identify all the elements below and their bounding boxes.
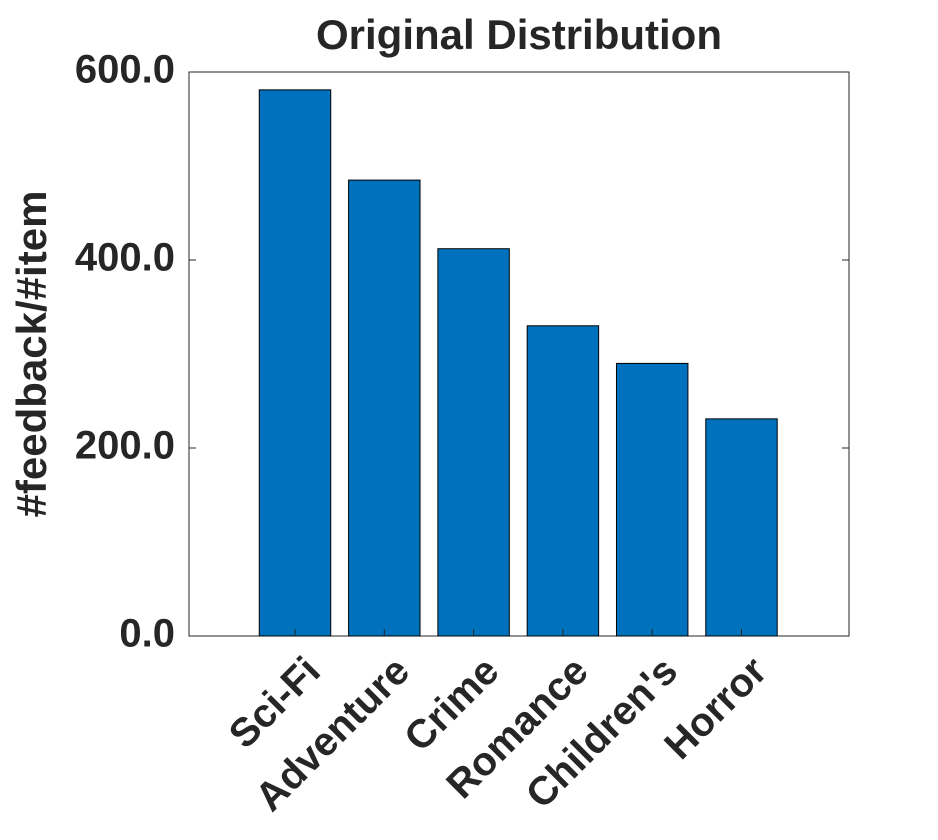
y-tick-label: 200.0 — [75, 424, 175, 468]
chart-title: Original Distribution — [316, 11, 722, 58]
plot-frame — [188, 71, 850, 637]
y-tick-label: 0.0 — [119, 612, 175, 656]
y-tick-label: 400.0 — [75, 236, 175, 280]
bar — [348, 179, 421, 637]
y-axis-label: #feedback/#item — [8, 191, 55, 518]
bar — [258, 89, 332, 637]
y-tick-label: 600.0 — [75, 48, 175, 92]
bar — [615, 362, 689, 637]
bar — [705, 418, 778, 637]
bar — [437, 248, 510, 637]
bar — [526, 325, 600, 637]
